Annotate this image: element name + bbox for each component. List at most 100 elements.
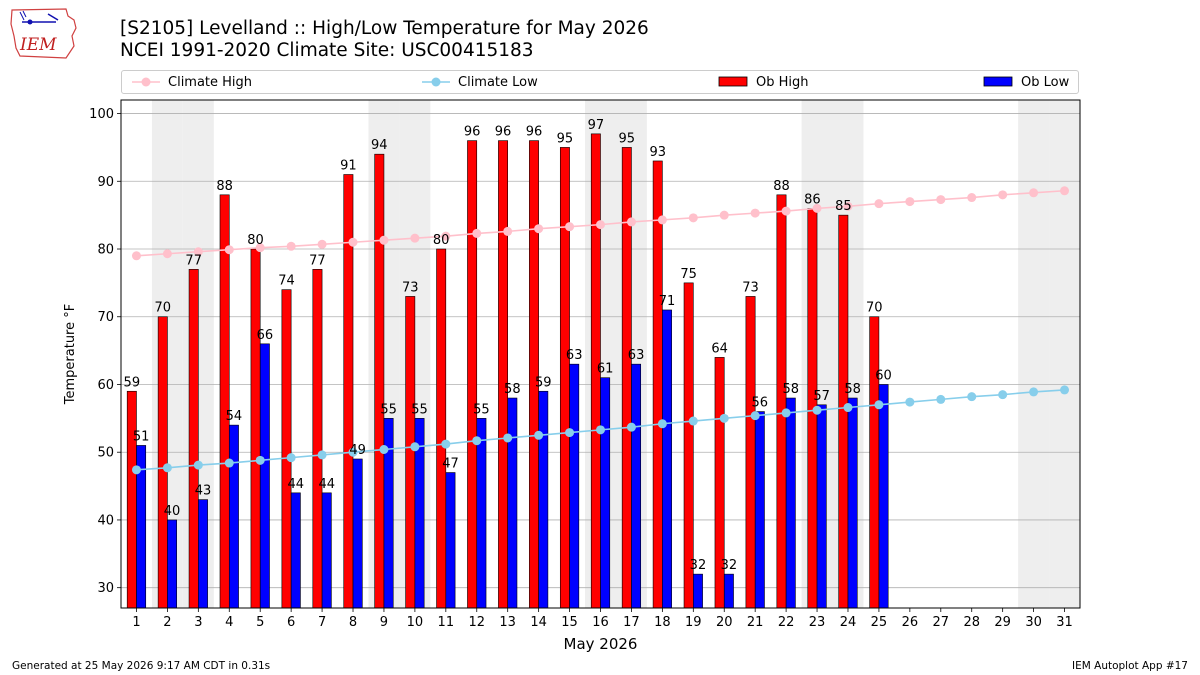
bar-value-labels: 59 70 77 88 80 74 77 91 94 73 80 96 96 96 95 97 95 93 75 64…	[124, 118, 892, 573]
ob-low-value-label: 55	[380, 402, 397, 417]
climate-low-point-day-23	[812, 405, 822, 415]
climate-high-point-day-23	[812, 203, 822, 213]
climate-high-point-day-10	[410, 233, 420, 243]
weekend-band-day-24	[832, 100, 864, 608]
climate-low-point-day-10	[410, 442, 420, 452]
legend-label: Ob High	[756, 74, 809, 90]
climate-low-point-day-24	[843, 403, 853, 413]
weekend-band-day-31	[1049, 100, 1080, 608]
gridlines	[121, 113, 1080, 589]
legend-label: Ob Low	[1021, 74, 1070, 90]
climate-high-point-day-8	[348, 237, 358, 247]
climate-low-point-day-31	[1060, 385, 1070, 395]
climate-high-point-day-22	[781, 206, 791, 216]
climate-low-point-day-16	[596, 425, 605, 435]
legend: Climate High Climate Low Ob High Ob Low	[121, 70, 1079, 94]
ob-low-value-label: 55	[411, 402, 428, 417]
ob-high-value-label: 73	[402, 280, 419, 295]
ob-high-bar-day-12	[467, 140, 478, 609]
ob-high-value-label: 64	[711, 341, 728, 356]
ob-low-bar-day-24	[847, 397, 858, 609]
ob-low-bar-day-25	[878, 384, 889, 609]
climate-low-point-day-27	[936, 394, 946, 404]
weekend-band-day-2	[151, 100, 183, 608]
climate-low-point-day-15	[565, 428, 575, 438]
ob-high-bar-day-4	[219, 194, 230, 609]
plot-frame	[120, 99, 1081, 609]
climate-low-point-day-11	[441, 439, 451, 449]
x-tick-label: 2	[163, 615, 171, 630]
ob-low-bar-day-19	[693, 573, 703, 609]
x-tick-label: 21	[747, 615, 764, 630]
climate-low-point-day-13	[503, 433, 513, 443]
ob-high-bar-day-6	[281, 289, 292, 609]
ob-low-bar-day-10	[414, 418, 425, 609]
climate-high-point-day-9	[379, 235, 389, 245]
x-tick-label: 11	[438, 615, 455, 630]
climate-low-point-day-17	[626, 422, 636, 432]
climate-high-point-day-30	[1029, 188, 1039, 198]
ob-high-value-label: 96	[495, 125, 512, 140]
ob-low-bar-day-9	[383, 418, 394, 609]
climate-high-point-day-13	[503, 226, 513, 236]
ob-low-value-label: 63	[628, 348, 645, 363]
ob-high-value-label: 59	[124, 375, 141, 390]
climate-high-point-day-28	[967, 193, 977, 203]
ob-low-bar-day-1	[136, 445, 147, 609]
x-tick-label: 14	[530, 615, 547, 630]
y-tick-label: 70	[97, 310, 114, 325]
climate-high-point-day-5	[255, 243, 265, 253]
y-tick-label: 30	[97, 581, 114, 596]
ob-low-bar-day-14	[538, 390, 549, 609]
x-tick-label: 28	[963, 615, 980, 630]
climate-high-point-day-11	[441, 231, 451, 241]
climate-high-point-day-16	[596, 220, 605, 230]
ob-high-value-label: 93	[649, 145, 666, 160]
climate-low-line	[136, 389, 1065, 471]
climate-low-point-day-14	[534, 430, 544, 440]
climate-low-point-day-28	[967, 392, 977, 402]
ob-high-value-label: 70	[154, 301, 171, 316]
ob-high-bar-day-25	[869, 316, 880, 609]
climate-high-point-day-18	[657, 215, 667, 225]
climate-low-point-day-29	[998, 390, 1008, 400]
climate-low-point-day-26	[905, 397, 915, 407]
climate-low-point-day-9	[379, 445, 389, 455]
y-tick-label: 60	[97, 378, 114, 393]
x-tick-label: 16	[592, 615, 609, 630]
weekend-band-day-17	[615, 100, 647, 608]
climate-high-point-day-20	[719, 210, 729, 220]
climate-high-point-day-12	[472, 228, 482, 238]
legend-swatch-climate-low	[422, 77, 450, 87]
legend-item-ob-low: Ob Low	[983, 71, 1069, 93]
ob-low-bar-day-16	[600, 377, 611, 609]
ob-low-bar-day-12	[476, 418, 487, 609]
chart-subtitle: NCEI 1991-2020 Climate Site: USC00415183	[120, 40, 534, 61]
x-tick-label: 6	[287, 615, 295, 630]
ob-low-value-label: 71	[659, 294, 676, 309]
ob-low-value-label: 57	[813, 389, 830, 404]
ob-low-value-label: 58	[782, 382, 799, 397]
climate-low-point-day-4	[224, 458, 234, 468]
ob-low-bar-day-8	[352, 458, 363, 609]
climate-high-point-day-21	[750, 208, 760, 218]
legend-item-ob-high: Ob High	[718, 71, 809, 93]
ob-low-value-label: 32	[721, 558, 738, 573]
climate-low-point-day-12	[472, 436, 482, 446]
ob-low-bar-day-6	[290, 492, 301, 609]
x-tick-label: 24	[840, 615, 857, 630]
y-axis-label: Temperature °F	[63, 304, 78, 405]
climate-high-point-day-2	[162, 249, 172, 259]
climate-low-point-day-5	[255, 455, 265, 465]
generated-timestamp: Generated at 25 May 2026 9:17 AM CDT in …	[12, 660, 271, 672]
ob-low-value-label: 49	[349, 443, 366, 458]
climate-high-point-day-17	[626, 217, 636, 227]
climate-low-point-day-3	[193, 460, 203, 470]
ob-high-bar-day-11	[436, 248, 447, 609]
x-tick-label: 8	[349, 615, 357, 630]
ob-low-value-label: 60	[875, 368, 892, 383]
svg-text:IEM: IEM	[19, 35, 57, 55]
climate-high-point-day-29	[998, 190, 1008, 200]
weekend-band-day-23	[801, 100, 833, 608]
